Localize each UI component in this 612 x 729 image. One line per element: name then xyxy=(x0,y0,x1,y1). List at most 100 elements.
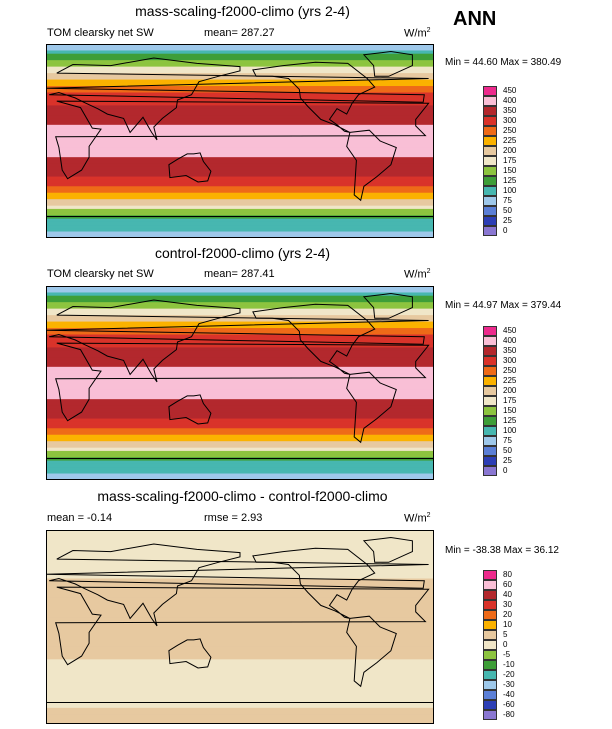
colorbar-swatch xyxy=(483,710,497,720)
panel-1-mean-label: mean= 287.27 xyxy=(204,27,275,39)
zonal-band xyxy=(46,421,434,426)
colorbar-swatch xyxy=(483,116,497,126)
colorbar-tick-label: 400 xyxy=(503,336,517,345)
zonal-band xyxy=(46,539,434,544)
colorbar-tick-label: 0 xyxy=(503,466,508,475)
zonal-band xyxy=(46,665,434,670)
colorbar-swatch xyxy=(483,126,497,136)
colorbar-tick-label: -40 xyxy=(503,690,515,699)
coastline xyxy=(168,638,212,669)
colorbar-swatch xyxy=(483,86,497,96)
colorbar-tick-label: 300 xyxy=(503,116,517,125)
zonal-band xyxy=(46,92,434,97)
panel-2-map-svg xyxy=(46,286,434,480)
zonal-band xyxy=(46,720,434,724)
zonal-band xyxy=(46,50,434,55)
colorbar-tick-label: 200 xyxy=(503,386,517,395)
zonal-band xyxy=(46,457,434,462)
zonal-band xyxy=(46,298,434,303)
zonal-band xyxy=(46,60,434,64)
colorbar-tick-label: -80 xyxy=(503,710,515,719)
coastline xyxy=(55,342,430,422)
zonal-band xyxy=(46,205,434,210)
zonal-band xyxy=(46,202,434,207)
zonal-band xyxy=(46,131,434,136)
zonal-band xyxy=(46,568,434,573)
zonal-band xyxy=(46,179,434,184)
zonal-band xyxy=(46,98,434,103)
zonal-band xyxy=(46,614,434,618)
zonal-band xyxy=(46,128,434,132)
colorbar-swatch xyxy=(483,620,497,630)
panel-2-variable-label: TOM clearsky net SW xyxy=(47,268,154,280)
zonal-band xyxy=(46,357,434,361)
colorbar-tick-label: 40 xyxy=(503,590,512,599)
zonal-band xyxy=(46,73,434,77)
colorbar-tick-label: 75 xyxy=(503,436,512,445)
zonal-band xyxy=(46,450,434,455)
zonal-band xyxy=(46,434,434,439)
zonal-band xyxy=(46,347,434,352)
zonal-band xyxy=(46,173,434,178)
colorbar-tick-label: 450 xyxy=(503,86,517,95)
zonal-band xyxy=(46,373,434,378)
zonal-band xyxy=(46,350,434,355)
zonal-band xyxy=(46,441,434,446)
panel-3-minmax: Min = -38.38 Max = 36.12 xyxy=(445,545,559,556)
zonal-band xyxy=(46,594,434,599)
colorbar-swatch xyxy=(483,416,497,426)
zonal-band xyxy=(46,353,434,358)
colorbar-swatch xyxy=(483,346,497,356)
colorbar-tick-label: -5 xyxy=(503,650,511,659)
zonal-band xyxy=(46,95,434,100)
colorbar-tick-label: -10 xyxy=(503,660,515,669)
zonal-band xyxy=(46,360,434,365)
season-label: ANN xyxy=(453,8,497,30)
colorbar-tick-label: 100 xyxy=(503,186,517,195)
colorbar-tick-label: 250 xyxy=(503,126,517,135)
colorbar-tick-label: 150 xyxy=(503,406,517,415)
coastline xyxy=(46,299,429,383)
coastline xyxy=(55,100,430,180)
zonal-band xyxy=(46,691,434,696)
colorbar-swatch xyxy=(483,386,497,396)
zonal-band xyxy=(46,476,434,480)
panel-1-units-label: W/m2 xyxy=(404,27,431,40)
panel-3-units-label: W/m2 xyxy=(404,512,431,525)
zonal-band xyxy=(46,454,434,458)
colorbar-swatch xyxy=(483,396,497,406)
zonal-band xyxy=(46,562,434,567)
colorbar-tick-label: 0 xyxy=(503,640,508,649)
zonal-band xyxy=(46,192,434,197)
zonal-band xyxy=(46,639,434,644)
zonal-band xyxy=(46,124,434,129)
panel-1-map-svg xyxy=(46,44,434,238)
colorbar-swatch xyxy=(483,96,497,106)
zonal-band xyxy=(46,704,434,709)
panel-1-colorbar: 450 400 350 300 250 225 200 175 150 125 100 75 50 25 0 xyxy=(483,86,543,236)
map-frame xyxy=(46,286,434,480)
colorbar-swatch xyxy=(483,446,497,456)
colorbar-tick-label: -60 xyxy=(503,700,515,709)
zonal-band xyxy=(46,685,434,690)
panel-1-title: mass-scaling-f2000-climo (yrs 2-4) xyxy=(135,3,350,19)
colorbar-swatch xyxy=(483,166,497,176)
zonal-band xyxy=(46,542,434,547)
zonal-band xyxy=(46,160,434,165)
zonal-band xyxy=(46,559,434,563)
colorbar-tick-label: 10 xyxy=(503,620,512,629)
zonal-band xyxy=(46,437,434,442)
zonal-band xyxy=(46,675,434,680)
colorbar-tick-label: 150 xyxy=(503,166,517,175)
zonal-band xyxy=(46,318,434,323)
zonal-band xyxy=(46,105,434,110)
zonal-band xyxy=(46,627,434,631)
zonal-band xyxy=(46,176,434,181)
colorbar-tick-label: 5 xyxy=(503,630,508,639)
zonal-band xyxy=(46,163,434,168)
colorbar-tick-label: 50 xyxy=(503,446,512,455)
zonal-band xyxy=(46,56,434,61)
zonal-band xyxy=(46,425,434,429)
zonal-band xyxy=(46,588,434,593)
colorbar-swatch xyxy=(483,196,497,206)
